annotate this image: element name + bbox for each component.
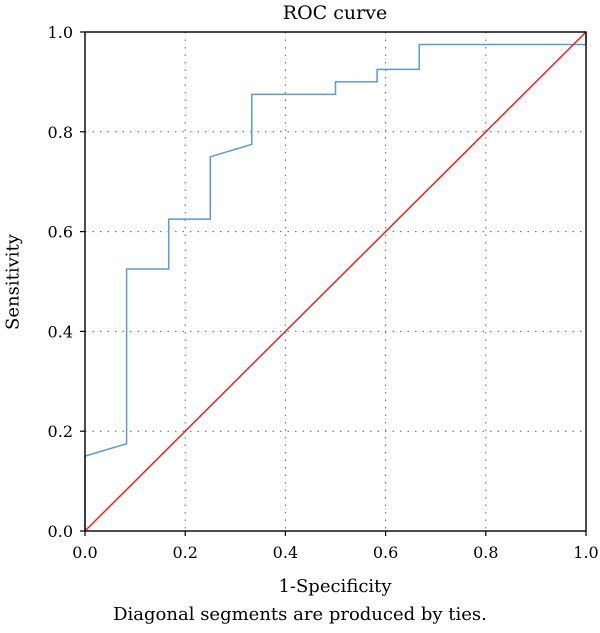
x-tick-label: 0.6 (373, 543, 398, 562)
x-tick-label: 0.8 (473, 543, 498, 562)
x-tick-label: 0.0 (72, 543, 97, 562)
chart-footnote: Diagonal segments are produced by ties. (113, 604, 487, 625)
y-axis-label: Sensitivity (2, 234, 24, 330)
y-tick-label: 0.6 (48, 223, 73, 242)
x-tick-label: 1.0 (573, 543, 598, 562)
plot-frame (84, 31, 587, 532)
y-tick-label: 0.4 (48, 322, 73, 341)
x-tick-label: 0.2 (172, 543, 197, 562)
axis-ticks: 0.0 0.2 0.4 0.6 0.8 1.0 0.0 0.2 0.4 0.6 0.8 1.0 (48, 23, 599, 562)
series-lines (84, 31, 587, 532)
y-tick-label: 0.8 (48, 123, 73, 142)
y-tick-label: 1.0 (48, 23, 73, 42)
x-tick-label: 0.4 (273, 543, 298, 562)
roc-curve-line (84, 32, 587, 531)
y-tick-label: 0.0 (48, 522, 73, 541)
y-tick-label: 0.2 (48, 422, 73, 441)
reference-diagonal-line (84, 31, 587, 532)
chart-title: ROC curve (282, 2, 388, 24)
x-axis-label: 1-Specificity (278, 576, 392, 597)
